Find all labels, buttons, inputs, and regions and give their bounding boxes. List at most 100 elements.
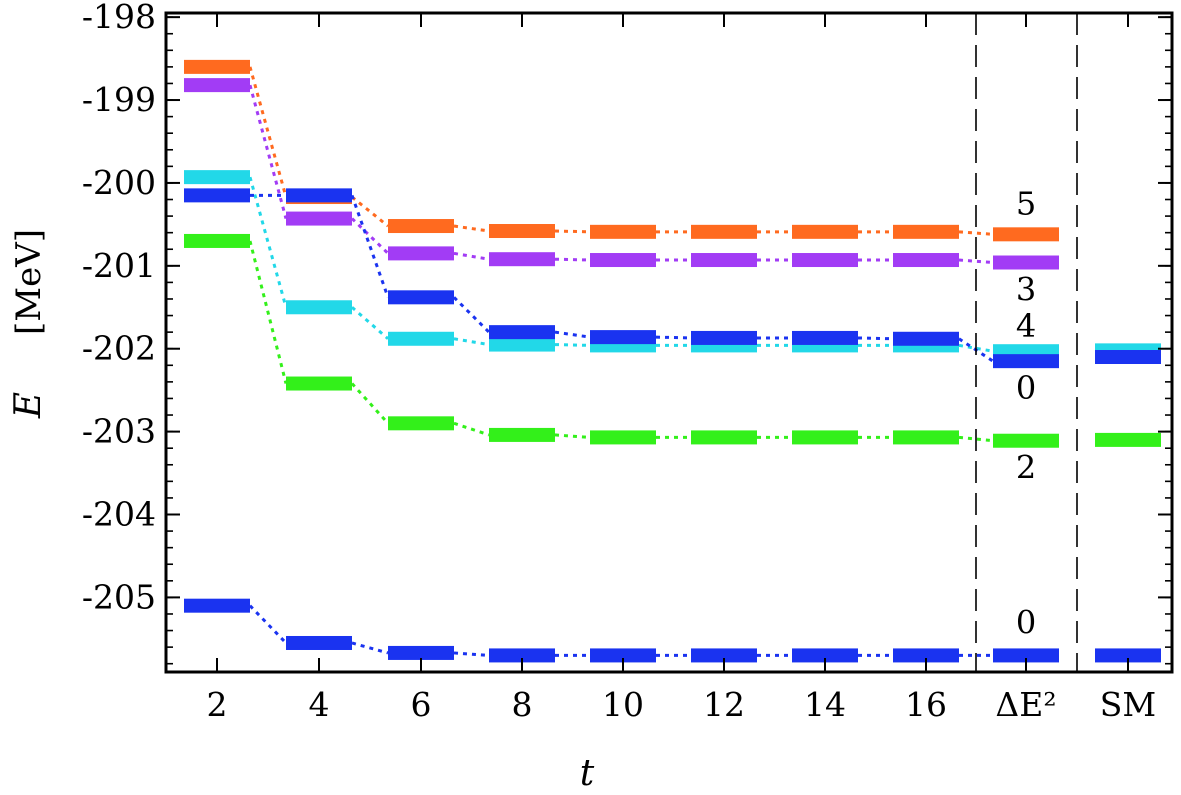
connector-line	[351, 306, 389, 340]
x-tick-label: 2	[207, 685, 228, 724]
level-bar	[993, 433, 1059, 448]
spin-label: 5	[1016, 184, 1036, 222]
spin-label: 4	[1016, 307, 1036, 345]
series-layer	[184, 59, 1161, 663]
spin-label: 0	[1016, 603, 1036, 641]
level-bar	[286, 376, 352, 391]
level-bar	[893, 648, 959, 663]
x-tick-label: 16	[905, 685, 947, 724]
connector-line	[453, 651, 490, 657]
labels-layer: 5 3 0 4 0 2 -198 -199 -200 -201 -202 -203 -204 -205 2 4…	[82, 0, 1156, 724]
level-bar	[893, 430, 959, 445]
series-4	[184, 188, 1161, 369]
spin-label: 2	[1016, 449, 1036, 487]
extra-column-label: SM	[1100, 685, 1156, 724]
level-bar	[792, 648, 858, 663]
level-bar	[489, 427, 555, 442]
level-bar	[590, 224, 656, 239]
y-tick-label: -204	[82, 495, 156, 534]
level-bar	[893, 224, 959, 239]
level-bar	[691, 224, 757, 239]
y-axis-title: E	[8, 392, 49, 419]
sm-level-bar	[1095, 350, 1161, 365]
level-bar	[993, 354, 1059, 369]
level-bar	[993, 648, 1059, 663]
level-bar	[993, 255, 1059, 270]
level-bar	[691, 430, 757, 445]
level-bar	[184, 598, 250, 613]
level-bar	[388, 246, 454, 261]
y-tick-label: -202	[82, 329, 156, 368]
connector-line	[453, 337, 490, 347]
connector-line	[351, 195, 389, 228]
x-tick-label: 14	[804, 685, 846, 724]
connector-line	[958, 230, 994, 236]
level-bar	[691, 648, 757, 663]
level-bar	[286, 300, 352, 315]
level-bar	[388, 645, 454, 660]
x-tick-label: 12	[703, 685, 745, 724]
level-bar	[893, 253, 959, 268]
connector-line	[554, 229, 591, 234]
connector-line	[351, 641, 389, 655]
level-bar	[184, 233, 250, 248]
connector-line	[248, 604, 288, 645]
level-bar	[792, 330, 858, 345]
extra-column-label: ΔE²	[995, 685, 1056, 724]
connector-line	[554, 433, 591, 439]
level-bar	[184, 78, 250, 93]
connector-line	[655, 335, 692, 340]
level-bar	[489, 224, 555, 239]
connector-line	[857, 336, 894, 341]
connector-line	[248, 66, 288, 198]
level-bar	[388, 219, 454, 234]
y-axis-title-group: E [MeV]	[8, 229, 49, 419]
y-tick-label: -198	[82, 0, 156, 36]
connector-line	[554, 257, 591, 262]
level-bar	[792, 224, 858, 239]
level-bar	[388, 331, 454, 346]
connector-line	[554, 343, 591, 347]
level-bar	[489, 325, 555, 340]
connector-line	[453, 251, 490, 261]
level-bar	[388, 290, 454, 305]
sm-level-bar	[1095, 432, 1161, 447]
spin-label: 0	[1016, 369, 1036, 407]
y-tick-label: -203	[82, 412, 156, 451]
x-tick-label: 6	[411, 685, 432, 724]
x-axis-title: t	[580, 753, 595, 794]
y-tick-label: -199	[82, 80, 156, 119]
level-bar	[286, 211, 352, 226]
level-bar	[388, 416, 454, 431]
level-bar	[489, 337, 555, 352]
connector-line	[248, 84, 288, 219]
y-tick-label: -205	[82, 577, 156, 616]
level-bar	[893, 331, 959, 346]
connector-line	[958, 343, 994, 353]
y-axis-unit: [MeV]	[9, 229, 49, 335]
level-bar	[590, 430, 656, 445]
y-tick-label: -200	[82, 163, 156, 202]
plot-frame	[164, 11, 1174, 674]
level-bar	[792, 253, 858, 268]
level-bar	[691, 253, 757, 268]
level-bar	[184, 170, 250, 185]
level-bar	[184, 188, 250, 203]
connector-line	[554, 330, 591, 339]
level-bar	[590, 330, 656, 345]
level-bar	[590, 253, 656, 268]
level-bar	[286, 188, 352, 203]
level-bar	[286, 635, 352, 650]
level-bar	[489, 252, 555, 267]
connector-line	[958, 258, 994, 265]
level-bar	[590, 648, 656, 663]
x-tick-label: 4	[309, 685, 330, 724]
connector-line	[453, 224, 490, 233]
series-2	[184, 598, 1161, 663]
series-1	[184, 78, 1059, 270]
series-5	[184, 233, 1161, 448]
level-bar	[691, 330, 757, 345]
spin-label: 3	[1016, 271, 1036, 309]
x-tick-label: 10	[602, 685, 644, 724]
